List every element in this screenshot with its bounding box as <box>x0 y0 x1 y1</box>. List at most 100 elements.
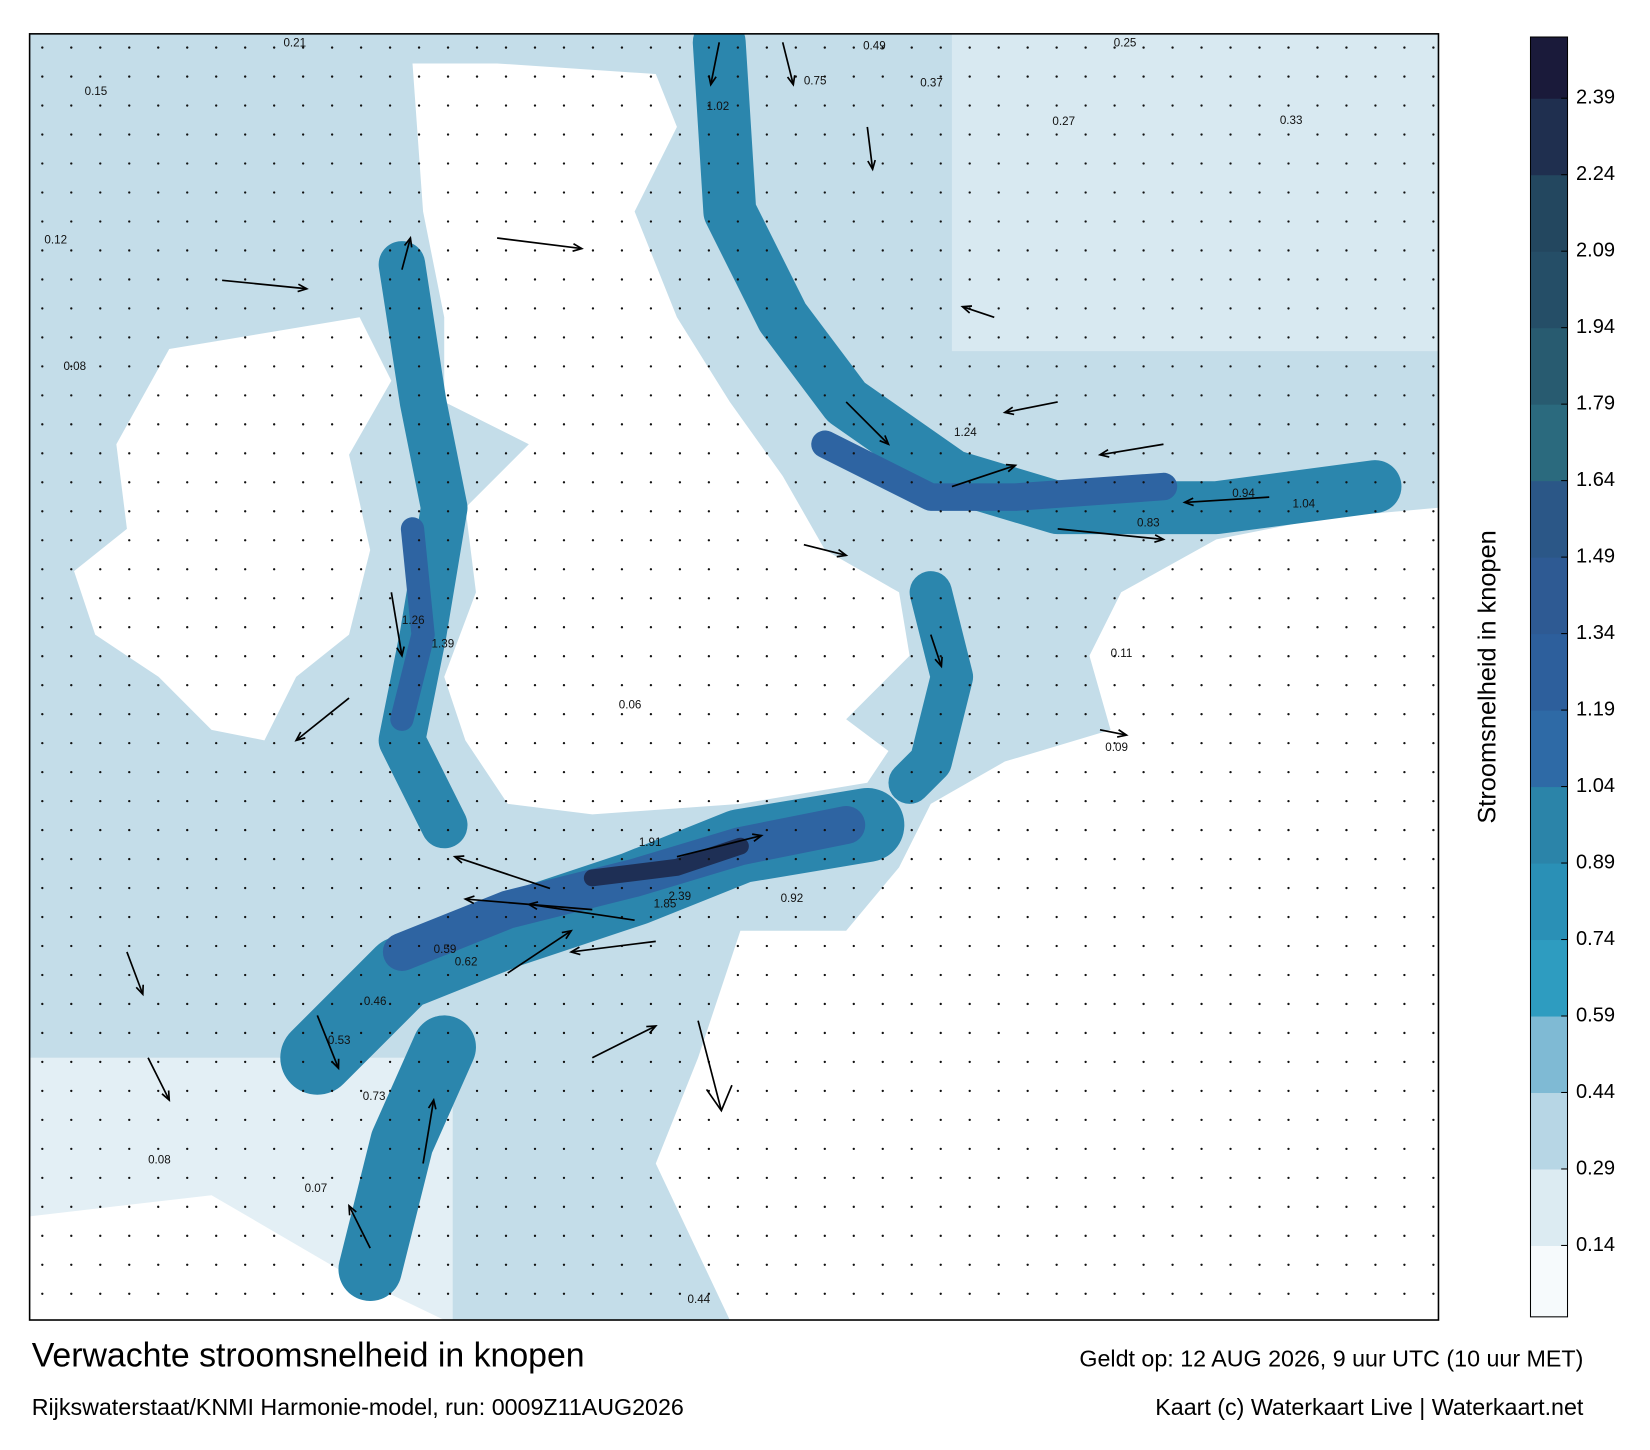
grid-dot <box>562 1002 566 1006</box>
grid-dot <box>99 394 102 397</box>
grid-dot <box>99 423 102 426</box>
grid-dot <box>649 626 653 629</box>
grid-dot <box>244 828 247 832</box>
grid-dot <box>330 944 334 948</box>
grid-dot <box>157 1205 160 1208</box>
grid-dot <box>591 510 595 513</box>
grid-dot <box>968 452 971 455</box>
grid-dot <box>1113 770 1116 774</box>
grid-dot <box>1142 510 1145 513</box>
grid-dot <box>272 741 276 745</box>
grid-dot <box>244 191 247 194</box>
grid-dot <box>446 191 450 194</box>
grid-dot <box>1113 75 1116 78</box>
grid-dot <box>939 452 942 455</box>
grid-dot <box>1432 1263 1435 1266</box>
grid-dot <box>1432 452 1435 455</box>
grid-dot <box>417 365 421 368</box>
grid-dot <box>1258 133 1261 136</box>
grid-dot <box>707 684 711 687</box>
grid-dot <box>736 828 740 832</box>
grid-dot <box>1374 741 1377 745</box>
grid-dot <box>823 220 826 223</box>
grid-dot <box>1084 539 1087 542</box>
grid-dot <box>330 1031 334 1035</box>
grid-dot <box>1403 336 1406 339</box>
grid-dot <box>1084 162 1087 165</box>
grid-dot <box>504 75 508 78</box>
grid-dot <box>330 1147 334 1151</box>
grid-dot <box>1403 133 1406 136</box>
grid-dot <box>272 857 276 861</box>
grid-dot <box>649 1060 653 1064</box>
grid-dot <box>475 944 479 948</box>
grid-dot <box>910 741 913 745</box>
grid-dot <box>272 539 276 542</box>
grid-dot <box>244 1147 247 1151</box>
grid-dot <box>1316 712 1319 716</box>
grid-dot <box>823 857 826 861</box>
grid-dot <box>649 568 653 571</box>
grid-dot <box>157 104 160 107</box>
grid-dot <box>215 828 218 832</box>
grid-dot <box>388 452 392 455</box>
grid-dot <box>1287 75 1290 78</box>
grid-dot <box>41 104 44 107</box>
grid-dot <box>157 162 160 165</box>
grid-dot <box>1403 1263 1406 1266</box>
grid-dot <box>533 1089 537 1093</box>
grid-dot <box>1084 452 1087 455</box>
grid-dot <box>1026 915 1029 919</box>
grid-dot <box>504 1176 508 1180</box>
grid-dot <box>823 278 826 281</box>
grid-dot <box>1287 915 1290 919</box>
grid-dot <box>1055 1031 1058 1035</box>
speed-label: 0.11 <box>1111 647 1133 660</box>
grid-dot <box>215 712 218 716</box>
grid-dot <box>910 684 913 687</box>
grid-dot <box>1229 539 1232 542</box>
grid-dot <box>215 1118 218 1122</box>
grid-dot <box>1142 973 1145 977</box>
grid-dot <box>215 1234 218 1237</box>
grid-dot <box>504 973 508 977</box>
grid-dot <box>1229 220 1232 223</box>
grid-dot <box>794 133 797 136</box>
grid-dot <box>1026 1060 1029 1064</box>
grid-dot <box>1229 307 1232 310</box>
grid-dot <box>765 365 768 368</box>
grid-dot <box>128 75 131 78</box>
arrow-head <box>403 235 413 248</box>
grid-dot <box>562 46 566 49</box>
grid-dot <box>330 162 334 165</box>
grid-dot <box>997 365 1000 368</box>
grid-dot <box>562 423 566 426</box>
grid-dot <box>41 944 44 948</box>
grid-dot <box>620 828 624 832</box>
grid-dot <box>1374 626 1377 629</box>
grid-dot <box>359 365 363 368</box>
grid-dot <box>1055 46 1058 49</box>
grid-dot <box>649 307 653 310</box>
grid-dot <box>562 1234 566 1237</box>
grid-dot <box>678 597 682 600</box>
grid-dot <box>1316 452 1319 455</box>
grid-dot <box>881 1118 884 1122</box>
grid-dot <box>910 133 913 136</box>
grid-dot <box>417 1031 421 1035</box>
grid-dot <box>41 973 44 977</box>
grid-dot <box>968 104 971 107</box>
grid-dot <box>301 1147 305 1151</box>
grid-dot <box>707 220 711 223</box>
grid-dot <box>881 46 884 49</box>
grid-dot <box>1055 626 1058 629</box>
grid-dot <box>794 191 797 194</box>
grid-dot <box>823 75 826 78</box>
grid-dot <box>649 655 653 658</box>
grid-dot <box>649 973 653 977</box>
grid-dot <box>620 1147 624 1151</box>
grid-dot <box>301 278 305 281</box>
grid-dot <box>591 1118 595 1122</box>
grid-dot <box>1403 915 1406 919</box>
grid-dot <box>1287 597 1290 600</box>
